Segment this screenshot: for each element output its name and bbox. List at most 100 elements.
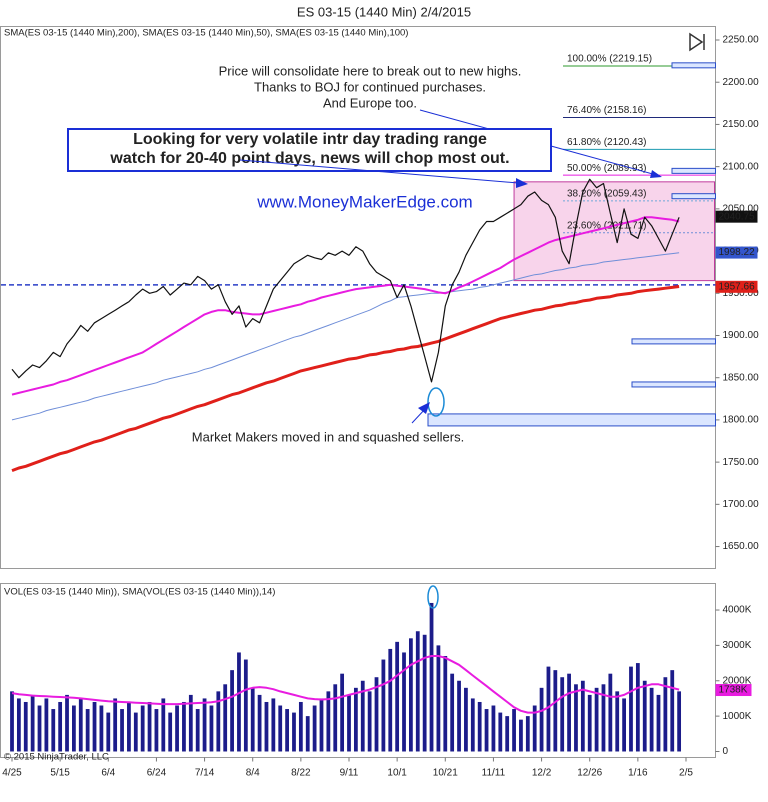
arrow-head (516, 178, 528, 188)
volume-bar (319, 698, 324, 752)
volume-bar (587, 694, 592, 752)
volume-bar (30, 694, 35, 752)
x-tick-label: 7/14 (195, 768, 215, 779)
volume-bar (635, 663, 640, 752)
annotation: Price will consolidate here to break out… (219, 63, 522, 78)
volume-bar (44, 698, 49, 752)
volume-bar (292, 712, 296, 752)
volume-bar (580, 680, 585, 752)
volume-bar (305, 716, 310, 752)
volume-bar (16, 698, 21, 752)
price-tag: 2040.75 (719, 211, 756, 222)
x-tick-label: 2/5 (679, 768, 693, 779)
price-tag-box (715, 246, 758, 259)
fib-label: 38.20% (2059.43) (567, 189, 647, 200)
volume-bar (10, 691, 14, 752)
volume-bar (436, 645, 441, 752)
volume-bar (347, 694, 351, 752)
y-tick-label: 1650.00 (723, 541, 760, 552)
volume-bar (415, 631, 420, 752)
volume-bar (106, 712, 111, 752)
volume-bar (113, 698, 118, 752)
arrow-head (418, 402, 430, 414)
volume-bar (567, 673, 571, 752)
volume-bar (560, 677, 565, 752)
volume-bar (457, 680, 461, 752)
volume-bar (140, 705, 145, 752)
x-tick-label: 12/2 (532, 768, 552, 779)
volume-bar (505, 716, 510, 752)
volume-bar (326, 691, 331, 752)
volume-bar (629, 666, 633, 752)
y-tick-label: 2000K (723, 675, 752, 686)
volume-tag-box (715, 684, 752, 697)
volume-bar (491, 705, 496, 752)
website: www.MoneyMakerEdge.com (256, 192, 472, 211)
volume-bar (99, 705, 104, 752)
volume-bar (278, 705, 283, 752)
volume-bar (120, 709, 124, 752)
x-tick-label: 5/15 (50, 768, 70, 779)
y-tick-label: 4000K (723, 605, 752, 616)
volume-bar (154, 709, 159, 752)
x-tick-label: 9/11 (340, 768, 359, 779)
price-tag: 1998.22 (719, 247, 756, 258)
y-tick-label: 1950.00 (723, 288, 760, 299)
highlight (427, 387, 445, 417)
support-level (671, 193, 716, 200)
price-tag-box (715, 280, 758, 293)
volume-bar (92, 701, 97, 752)
fib-label: 100.00% (2219.15) (567, 54, 652, 65)
volume-bar (216, 691, 221, 752)
price-line (11, 178, 680, 383)
support-level (671, 167, 716, 174)
volume-bar (23, 701, 28, 752)
volume-bar (85, 709, 90, 752)
x-tick-label: 1/16 (628, 768, 648, 779)
volume-bar (72, 705, 76, 752)
y-tick-label: 2250.00 (723, 35, 760, 46)
volume-bar (298, 701, 303, 752)
volume-bar (381, 659, 386, 752)
volume-bar (340, 673, 345, 752)
x-tick-label: 10/21 (433, 768, 458, 779)
x-tick-label: 6/24 (147, 768, 167, 779)
x-tick-label: 8/4 (246, 768, 260, 779)
support-level (631, 381, 716, 388)
volume-bar (360, 680, 365, 752)
volume-bar (388, 648, 393, 752)
volume-bar (663, 677, 668, 752)
volume-bar (546, 666, 551, 752)
x-tick-label: 4/25 (2, 768, 22, 779)
volume-bar (78, 698, 83, 752)
volume-bar (37, 705, 42, 752)
y-tick-label: 2200.00 (723, 77, 760, 88)
volume-bar (127, 701, 131, 752)
volume-bar (477, 701, 482, 752)
y-tick-label: 1900.00 (723, 330, 760, 341)
support-level (671, 62, 716, 69)
volume-bar (353, 687, 358, 752)
chart-title: ES 03-15 (1440 Min) 2/4/2015 (297, 4, 471, 19)
volume-bar (243, 659, 248, 752)
volume-bar (594, 687, 599, 752)
x-tick-label: 8/22 (291, 768, 311, 779)
volume-bar (188, 694, 193, 752)
volume-bar (649, 687, 654, 752)
volume-bar (209, 705, 214, 752)
volume-bar (622, 698, 626, 752)
annotation: watch for 20-40 point days, news will ch… (109, 150, 509, 167)
volume-bar (175, 705, 179, 752)
arrow-head (650, 170, 662, 178)
plot: 2250.002200.002150.002100.002050.002000.… (1, 35, 759, 779)
volume-bar (422, 634, 427, 752)
highlight (427, 585, 439, 609)
volume-bar (642, 680, 647, 752)
x-tick-label: 6/4 (101, 768, 115, 779)
x-tick-label: 10/1 (387, 768, 407, 779)
volume-bar (58, 701, 63, 752)
fib-label: 61.80% (2120.43) (567, 137, 647, 148)
price-panel (0, 26, 716, 569)
volume-bar (574, 684, 578, 752)
play-icon[interactable] (689, 32, 705, 52)
